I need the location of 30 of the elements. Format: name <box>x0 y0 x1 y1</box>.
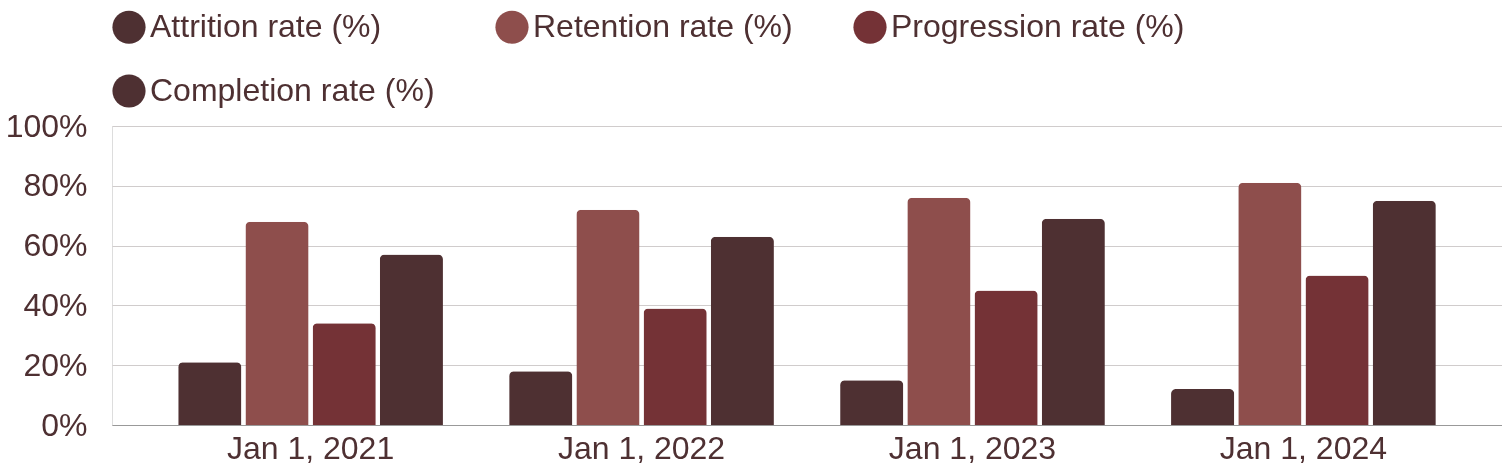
legend-label: Retention rate (%) <box>533 8 793 45</box>
bar <box>1041 218 1105 425</box>
bar <box>312 323 376 425</box>
bar <box>245 221 309 425</box>
legend-label: Progression rate (%) <box>891 8 1185 45</box>
x-tick-label: Jan 1, 2022 <box>557 429 726 466</box>
x-tick-label: Jan 1, 2024 <box>1219 429 1388 466</box>
legend-label: Attrition rate (%) <box>150 8 382 45</box>
bar <box>1238 182 1302 425</box>
bar <box>907 197 971 425</box>
bar <box>379 254 443 425</box>
bar <box>643 308 707 425</box>
bar <box>1372 200 1436 425</box>
bar <box>974 290 1038 425</box>
bar <box>710 236 774 425</box>
y-tick-label: 40% <box>23 286 88 323</box>
bar <box>840 380 904 425</box>
bar <box>1305 275 1369 425</box>
y-tick-label: 0% <box>41 406 88 443</box>
bar <box>1171 389 1235 425</box>
y-tick-label: 80% <box>23 167 88 204</box>
y-tick-label: 100% <box>5 107 88 144</box>
bar <box>178 362 242 425</box>
y-tick-label: 20% <box>23 346 88 383</box>
y-tick-label: 60% <box>23 227 88 264</box>
bar <box>576 209 640 425</box>
legend-label: Completion rate (%) <box>150 72 435 108</box>
x-tick-label: Jan 1, 2021 <box>226 429 395 466</box>
x-tick-label: Jan 1, 2023 <box>888 429 1057 466</box>
bar <box>509 371 573 425</box>
